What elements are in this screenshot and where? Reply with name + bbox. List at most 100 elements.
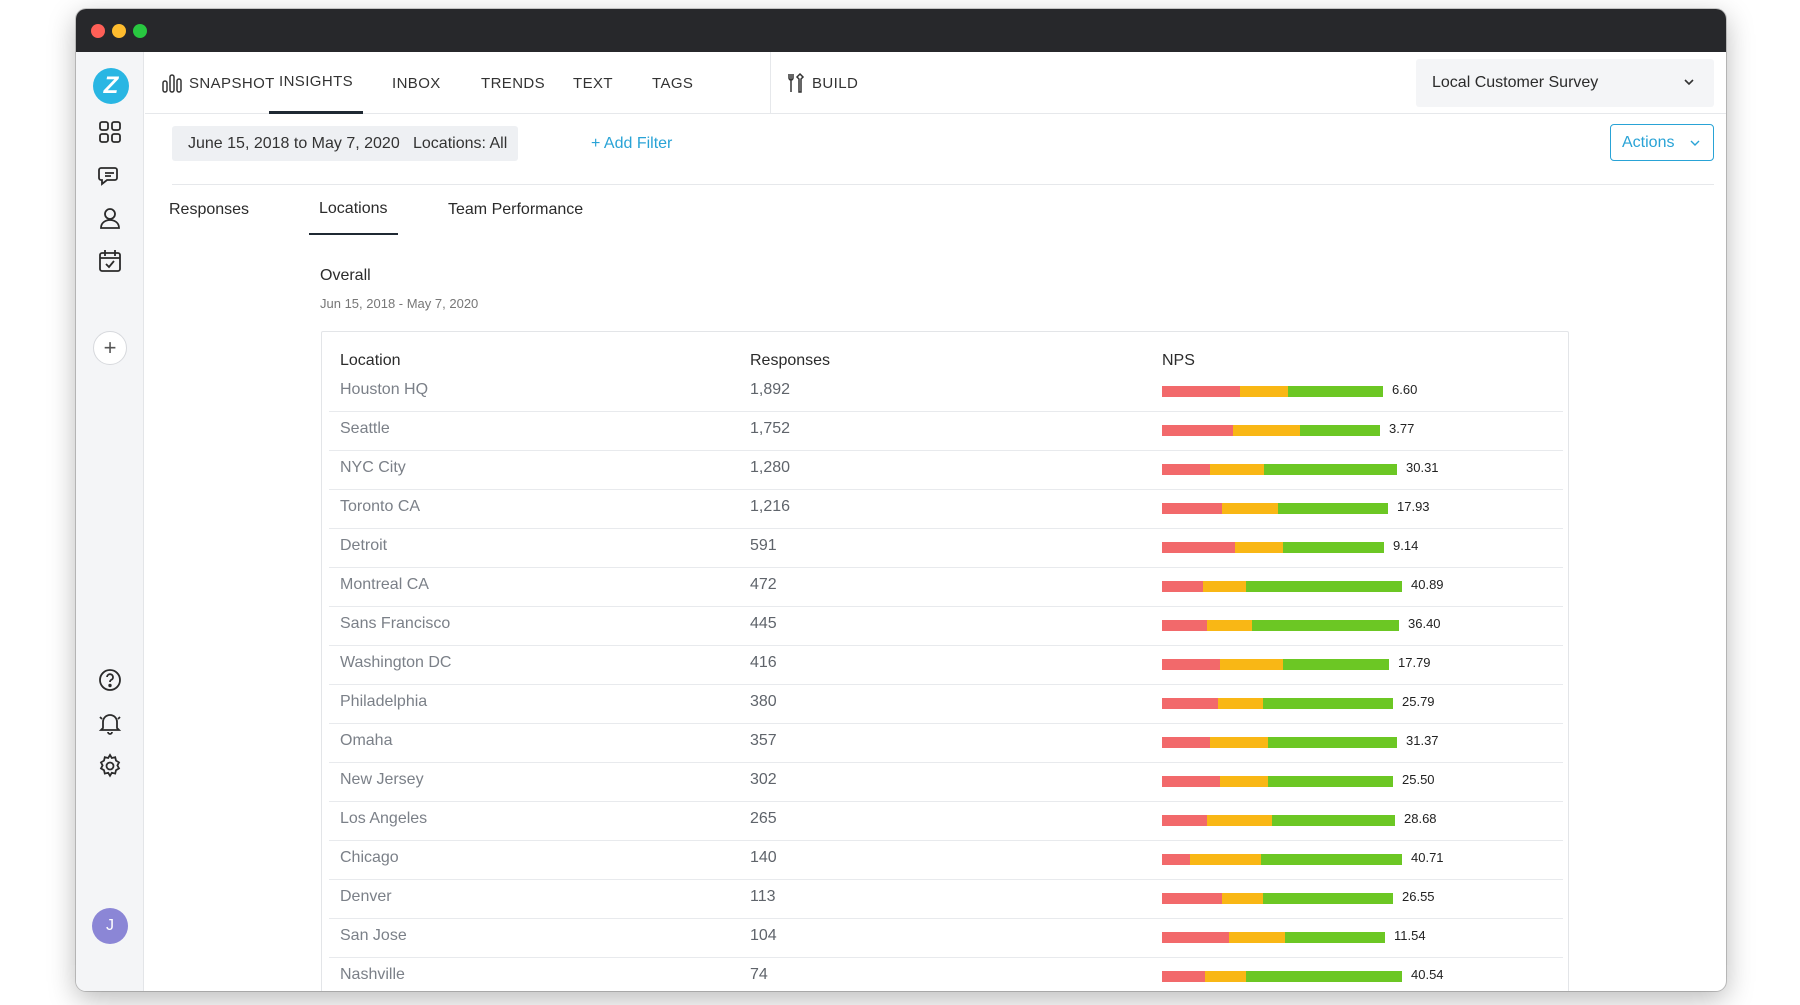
location-cell[interactable]: Nashville [340,966,405,983]
calendar-check-icon[interactable] [96,247,124,275]
table-row[interactable]: Nashville 74 40.54 [329,958,1563,991]
responses-cell: 1,892 [750,381,791,398]
table-row[interactable]: Houston HQ 1,892 6.60 [329,373,1563,412]
close-window-button[interactable] [91,24,105,38]
promoter-segment [1263,893,1393,904]
user-icon[interactable] [96,204,124,232]
minimize-window-button[interactable] [112,24,126,38]
nps-value: 11.54 [1394,928,1426,943]
nav-trends[interactable]: TRENDS [481,52,545,114]
tools-icon [788,72,805,93]
table-row[interactable]: Toronto CA 1,216 17.93 [329,490,1563,529]
detractor-segment [1162,620,1207,631]
location-cell[interactable]: Washington DC [340,654,452,671]
passive-segment [1205,971,1246,982]
responses-cell: 357 [750,732,777,749]
subtab-responses[interactable]: Responses [169,184,249,235]
location-cell[interactable]: Montreal CA [340,576,429,593]
nps-value: 40.89 [1411,577,1444,592]
promoter-segment [1252,620,1399,631]
table-row[interactable]: Sans Francisco 445 36.40 [329,607,1563,646]
nav-inbox[interactable]: INBOX [392,52,441,114]
app-window: Z + [76,9,1726,991]
nav-snapshot-label: SNAPSHOT [189,74,275,92]
location-cell[interactable]: Detroit [340,537,388,554]
nav-build[interactable]: BUILD [786,52,858,114]
sidebar: Z + [76,52,144,991]
responses-cell: 591 [750,537,777,554]
top-navigation: SNAPSHOT INSIGHTS INBOX TRENDS TEXT TAGS… [145,52,1726,114]
location-cell[interactable]: Chicago [340,849,399,866]
gear-icon[interactable] [96,752,124,780]
location-cell[interactable]: Houston HQ [340,381,429,398]
table-row[interactable]: New Jersey 302 25.50 [329,763,1563,802]
nps-bar [1162,737,1397,748]
table-row[interactable]: Omaha 357 31.37 [329,724,1563,763]
promoter-segment [1272,815,1395,826]
location-cell[interactable]: Philadelphia [340,693,428,710]
detractor-segment [1162,815,1207,826]
table-row[interactable]: Seattle 1,752 3.77 [329,412,1563,451]
table-row[interactable]: NYC City 1,280 30.31 [329,451,1563,490]
column-header-responses[interactable]: Responses [750,352,831,369]
nav-tags[interactable]: TAGS [652,52,693,114]
column-header-nps[interactable]: NPS [1162,352,1195,369]
promoter-segment [1300,425,1380,436]
nav-tags-label: TAGS [652,74,694,92]
chat-icon[interactable] [96,161,124,189]
zoom-window-button[interactable] [133,24,147,38]
nps-value: 36.40 [1408,616,1441,631]
user-avatar[interactable]: J [92,908,128,944]
responses-cell: 1,280 [750,459,791,476]
nps-bar [1162,386,1383,397]
nav-trends-label: TRENDS [481,74,546,92]
avatar-initial: J [106,917,114,934]
location-cell[interactable]: New Jersey [340,771,424,788]
location-cell[interactable]: Los Angeles [340,810,428,827]
location-cell[interactable]: Sans Francisco [340,615,451,632]
table-row[interactable]: Washington DC 416 17.79 [329,646,1563,685]
nps-value: 30.31 [1406,460,1439,475]
app-logo[interactable]: Z [93,68,129,104]
nav-insights[interactable]: INSIGHTS [269,52,364,114]
subtab-responses-label: Responses [169,200,250,218]
location-cell[interactable]: Toronto CA [340,498,421,515]
table-row[interactable]: Detroit 591 9.14 [329,529,1563,568]
nps-bar [1162,464,1397,475]
location-cell[interactable]: San Jose [340,927,407,944]
responses-cell: 1,216 [750,498,791,515]
locations-chip[interactable]: Locations: All [402,126,519,161]
table-row[interactable]: Chicago 140 40.71 [329,841,1563,880]
location-cell[interactable]: NYC City [340,459,406,476]
location-cell[interactable]: Denver [340,888,392,905]
detractor-segment [1162,893,1222,904]
add-filter-link[interactable]: + Add Filter [591,126,672,161]
nps-value: 31.37 [1406,733,1439,748]
bell-icon[interactable] [96,709,124,737]
column-header-location[interactable]: Location [340,352,401,369]
table-row[interactable]: Denver 113 26.55 [329,880,1563,919]
location-cell[interactable]: Omaha [340,732,393,749]
nps-bar [1162,503,1388,514]
promoter-segment [1285,932,1385,943]
detractor-segment [1162,932,1229,943]
date-range-chip[interactable]: June 15, 2018 to May 7, 2020 [172,126,416,161]
table-row[interactable]: Philadelphia 380 25.79 [329,685,1563,724]
passive-segment [1220,659,1283,670]
nav-text[interactable]: TEXT [573,52,613,114]
table-row[interactable]: San Jose 104 11.54 [329,919,1563,958]
survey-dropdown[interactable]: Local Customer Survey [1416,59,1714,107]
nav-text-label: TEXT [573,74,613,92]
location-cell[interactable]: Seattle [340,420,390,437]
subtab-team-performance[interactable]: Team Performance [448,184,583,235]
passive-segment [1207,815,1272,826]
add-icon[interactable]: + [93,331,127,365]
nps-bar [1162,932,1385,943]
table-row[interactable]: Los Angeles 265 28.68 [329,802,1563,841]
subtab-locations[interactable]: Locations [309,184,398,235]
help-icon[interactable] [96,666,124,694]
nav-snapshot[interactable]: SNAPSHOT [161,52,275,114]
actions-button[interactable]: Actions [1610,124,1714,161]
dashboard-icon[interactable] [96,118,124,146]
table-row[interactable]: Montreal CA 472 40.89 [329,568,1563,607]
